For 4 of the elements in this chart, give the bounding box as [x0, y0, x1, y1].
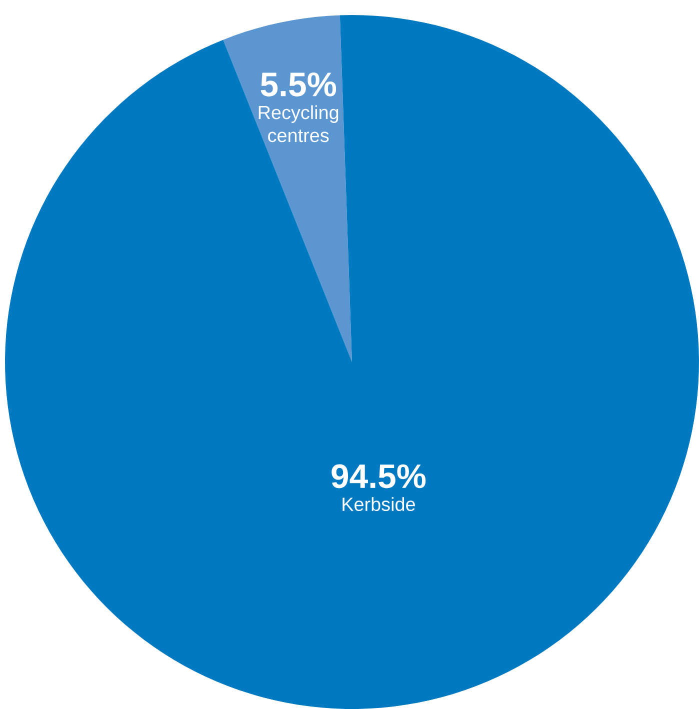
slice-label: Kerbside [342, 497, 415, 512]
data-label: 5.5% [260, 72, 336, 96]
slice-label: Recycling centres [258, 105, 338, 142]
data-label: 94.5% [332, 464, 426, 488]
